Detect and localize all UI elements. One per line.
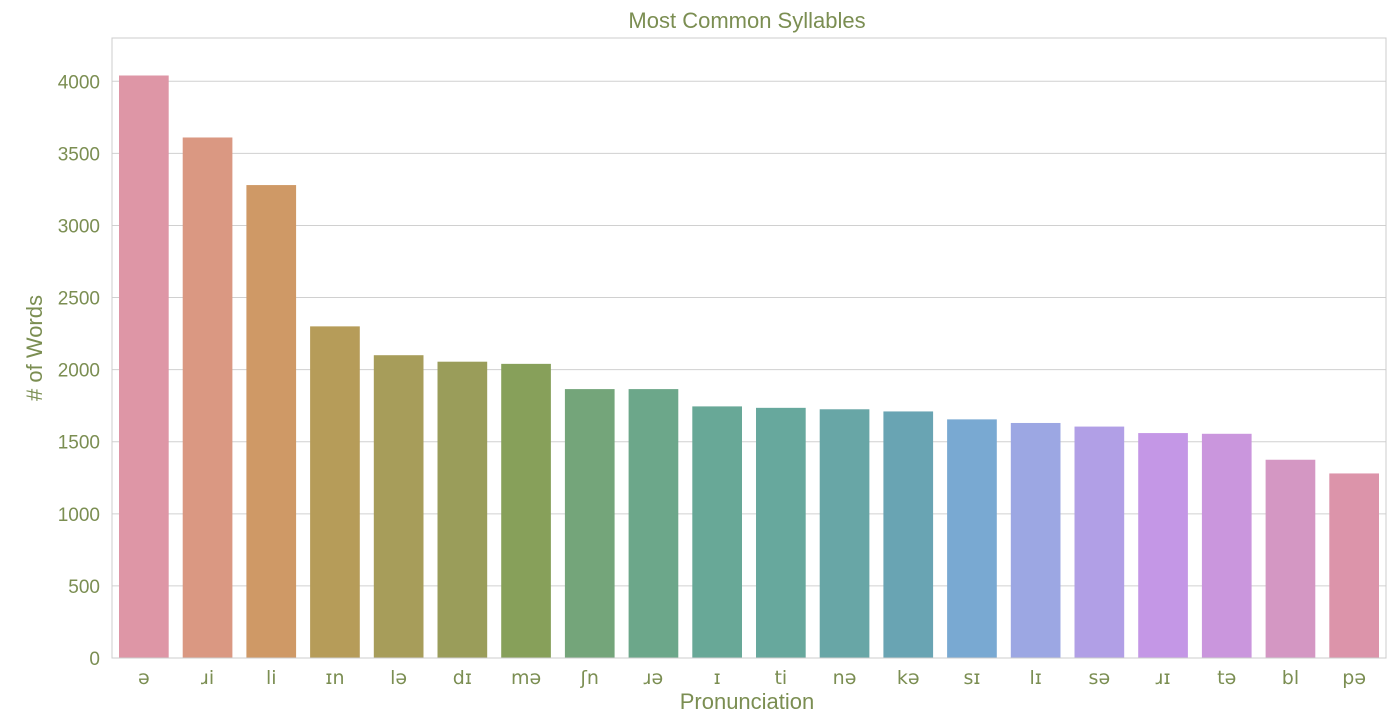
x-tick-label: sɪ: [963, 667, 980, 689]
y-tick-label: 2000: [58, 361, 100, 382]
bar-13: [883, 411, 934, 658]
x-tick-label: lə: [390, 667, 407, 689]
x-tick-label: pə: [1342, 667, 1366, 689]
bar-18: [1201, 433, 1252, 658]
bar-6: [437, 361, 488, 658]
x-tick-label: ʃn: [580, 667, 599, 689]
x-tick-label: li: [266, 667, 277, 689]
y-axis-label: # of Words: [22, 295, 47, 401]
x-tick-label: ɹɪ: [1156, 667, 1171, 689]
x-tick-label: dɪ: [453, 667, 472, 689]
gridlines: [112, 80, 1386, 659]
x-tick-label: ɹi: [201, 667, 214, 689]
bar-16: [1074, 426, 1125, 658]
y-tick-label: 1000: [58, 505, 100, 526]
bar-3: [246, 185, 297, 658]
bar-9: [628, 389, 679, 658]
bar-8: [564, 389, 615, 658]
x-tick-label: ə: [138, 667, 150, 689]
bar-11: [756, 407, 806, 658]
bar-4: [310, 326, 360, 658]
bar-7: [501, 363, 551, 658]
y-tick-label: 3500: [58, 144, 100, 165]
bar-14: [947, 419, 997, 658]
plot-frame: [111, 37, 1387, 659]
y-tick-label: 3000: [58, 216, 100, 237]
bar-20: [1329, 473, 1379, 658]
bar-1: [119, 75, 169, 658]
bar-5: [373, 355, 424, 658]
x-tick-label: ɪn: [325, 667, 344, 689]
bar-15: [1010, 422, 1061, 658]
y-tick-label: 0: [89, 649, 100, 670]
x-tick-label: mə: [511, 667, 541, 689]
bars: [119, 75, 1379, 658]
y-tick-label: 2500: [58, 289, 100, 310]
x-tick-label: sə: [1089, 667, 1111, 689]
x-tick-label: bl: [1282, 667, 1299, 689]
y-tick-label: 1500: [58, 433, 100, 454]
bar-10: [692, 406, 742, 658]
y-tick-label: 4000: [58, 72, 100, 93]
x-tick-label: lɪ: [1029, 667, 1041, 689]
bar-17: [1138, 433, 1188, 658]
bar-12: [819, 409, 870, 658]
x-tick-label: ɪ: [714, 667, 721, 689]
x-tick-label: kə: [897, 667, 920, 689]
x-axis-label: Pronunciation: [680, 689, 815, 714]
x-tick-label: tə: [1217, 667, 1236, 689]
x-tick-label: ti: [774, 667, 787, 689]
y-tick-label: 500: [68, 577, 100, 598]
x-tick-label: nə: [833, 667, 857, 689]
x-tick-labels: ə ɹi li ɪn lə dɪ mə ʃn ɹə ɪ ti nə kə sɪ lɪ sə ɹɪ tə bl pə: [138, 667, 1366, 689]
chart-title: Most Common Syllables: [628, 8, 865, 33]
bar-2: [182, 137, 233, 658]
x-tick-label: ɹə: [644, 667, 664, 689]
bar-19: [1265, 459, 1316, 658]
y-tick-labels: 0 500 1000 1500 2000 2500 3000 3500 4000: [58, 72, 100, 670]
